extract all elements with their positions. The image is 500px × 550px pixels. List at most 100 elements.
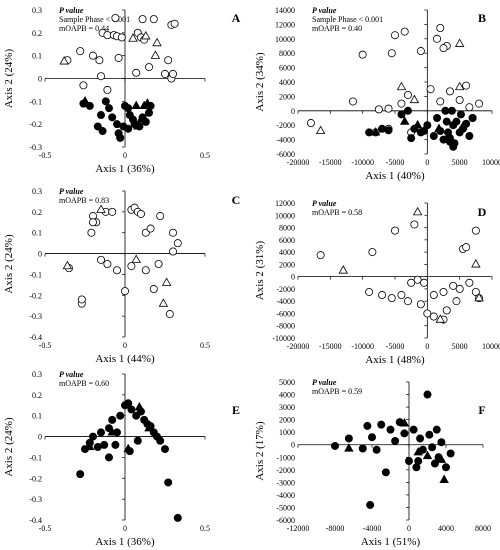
open-circle-marker — [103, 85, 112, 94]
stat-annotation: mOAPB = 0.44 — [59, 24, 109, 33]
open-circle-marker — [423, 309, 432, 318]
stat-annotation: P value — [312, 199, 337, 208]
open-circle-marker — [358, 50, 367, 59]
x-tick-label: 10000 — [482, 158, 500, 167]
panel-label: B — [478, 11, 486, 25]
y-tick-label: 5000 — [279, 378, 295, 387]
filled-circle-marker — [409, 425, 418, 434]
x-axis-title: Axis 1 (36%) — [95, 536, 155, 548]
y-tick-label: 0.1 — [32, 52, 42, 61]
x-tick-label: 0 — [123, 524, 127, 533]
panel-label: A — [232, 11, 241, 25]
y-tick-label: -0.2 — [29, 120, 42, 129]
y-tick-label: 0.3 — [32, 187, 42, 196]
x-tick-label: -5000 — [386, 342, 405, 351]
x-tick-label: 0.5 — [200, 341, 210, 350]
filled-triangle-marker — [399, 418, 410, 427]
open-circle-marker — [387, 294, 396, 303]
open-triangle-marker — [412, 206, 423, 216]
y-tick-label: -0.4 — [29, 516, 42, 525]
open-circle-marker — [168, 228, 177, 237]
x-tick-label: -10000 — [351, 158, 374, 167]
filled-circle-marker — [160, 445, 169, 454]
x-tick-label: -10000 — [351, 342, 374, 351]
y-tick-label: 10000 — [275, 211, 295, 220]
filled-circle-marker — [144, 108, 153, 117]
open-circle-marker — [97, 72, 106, 81]
filled-circle-marker — [381, 468, 390, 477]
y-axis-title: Axis 2 (17%) — [254, 421, 266, 481]
filled-circle-marker — [344, 434, 353, 443]
open-circle-marker — [365, 287, 374, 296]
filled-triangle-marker — [136, 114, 146, 123]
open-circle-marker — [121, 287, 130, 296]
filled-circle-marker — [116, 133, 125, 142]
filled-circle-marker — [93, 122, 102, 131]
open-triangle-marker — [454, 38, 465, 47]
filled-circle-marker — [433, 114, 442, 123]
y-tick-label: 0.1 — [32, 229, 42, 238]
open-circle-marker — [475, 99, 484, 108]
filled-circle-marker — [404, 457, 413, 466]
filled-circle-marker — [105, 104, 114, 113]
filled-circle-marker — [367, 433, 376, 442]
open-circle-marker — [306, 119, 315, 128]
open-circle-marker — [117, 33, 126, 42]
filled-circle-marker — [98, 127, 107, 136]
open-circle-marker — [426, 85, 435, 94]
open-circle-marker — [77, 295, 86, 304]
open-circle-marker — [397, 99, 406, 108]
y-tick-label: -4000 — [276, 491, 295, 500]
y-tick-label: -8000 — [276, 322, 295, 331]
y-tick-label: 8000 — [279, 49, 295, 58]
y-tick-label: 0 — [38, 250, 42, 259]
open-circle-marker — [397, 291, 406, 300]
y-tick-label: -10000 — [272, 334, 295, 343]
filled-circle-marker — [447, 106, 456, 115]
filled-circle-marker — [428, 443, 437, 452]
x-tick-label: -8000 — [326, 524, 345, 533]
filled-circle-marker — [108, 113, 117, 122]
filled-circle-marker — [430, 459, 439, 468]
y-tick-label: -4000 — [276, 136, 295, 145]
x-tick-label: 5000 — [452, 342, 468, 351]
open-circle-marker — [442, 306, 451, 315]
panel-c: -0.5 0 0.5 -0.4 -0.3 -0.2 -0.1 0 0.1 0.2 0.3 Axis 1… — [3, 187, 240, 365]
open-circle-marker — [146, 224, 155, 233]
y-tick-label: 12000 — [275, 20, 295, 29]
open-circle-marker — [144, 63, 153, 72]
x-axis-title: Axis 1 (48%) — [365, 354, 425, 366]
panel-e: -0.5 0 0.5 -0.4 -0.3 -0.2 -0.1 0 0.1 0.2 0.3 Axis 1… — [3, 370, 240, 548]
open-triangle-marker — [435, 314, 446, 323]
open-circle-marker — [89, 218, 98, 227]
filled-circle-marker — [108, 415, 117, 424]
y-tick-label: 0.2 — [32, 208, 42, 217]
y-tick-label: 0 — [291, 273, 295, 282]
filled-triangle-marker — [131, 100, 141, 109]
filled-circle-marker — [363, 421, 372, 430]
filled-circle-marker — [456, 110, 465, 119]
filled-triangle-marker — [370, 127, 381, 136]
x-tick-label: -12000 — [287, 524, 310, 533]
x-tick-label: -0.5 — [39, 151, 52, 160]
y-tick-label: 4000 — [279, 78, 295, 87]
y-tick-label: 14000 — [275, 6, 295, 15]
open-circle-marker — [168, 247, 177, 256]
filled-circle-marker — [397, 110, 406, 119]
filled-triangle-marker — [107, 427, 117, 436]
filled-triangle-marker — [434, 123, 444, 132]
x-tick-label: 0 — [123, 151, 127, 160]
filled-circle-marker — [407, 134, 416, 143]
filled-triangle-marker — [412, 119, 423, 129]
open-circle-marker — [173, 239, 182, 248]
filled-triangle-marker — [133, 121, 143, 130]
y-tick-label: -0.3 — [29, 143, 42, 152]
filled-circle-marker — [127, 405, 136, 414]
y-tick-label: 0.3 — [32, 6, 42, 15]
filled-circle-marker — [97, 111, 106, 120]
y-tick-label: 4000 — [279, 248, 295, 257]
open-circle-marker — [413, 275, 422, 284]
filled-circle-marker — [377, 420, 386, 429]
y-tick-label: -3000 — [276, 478, 295, 487]
